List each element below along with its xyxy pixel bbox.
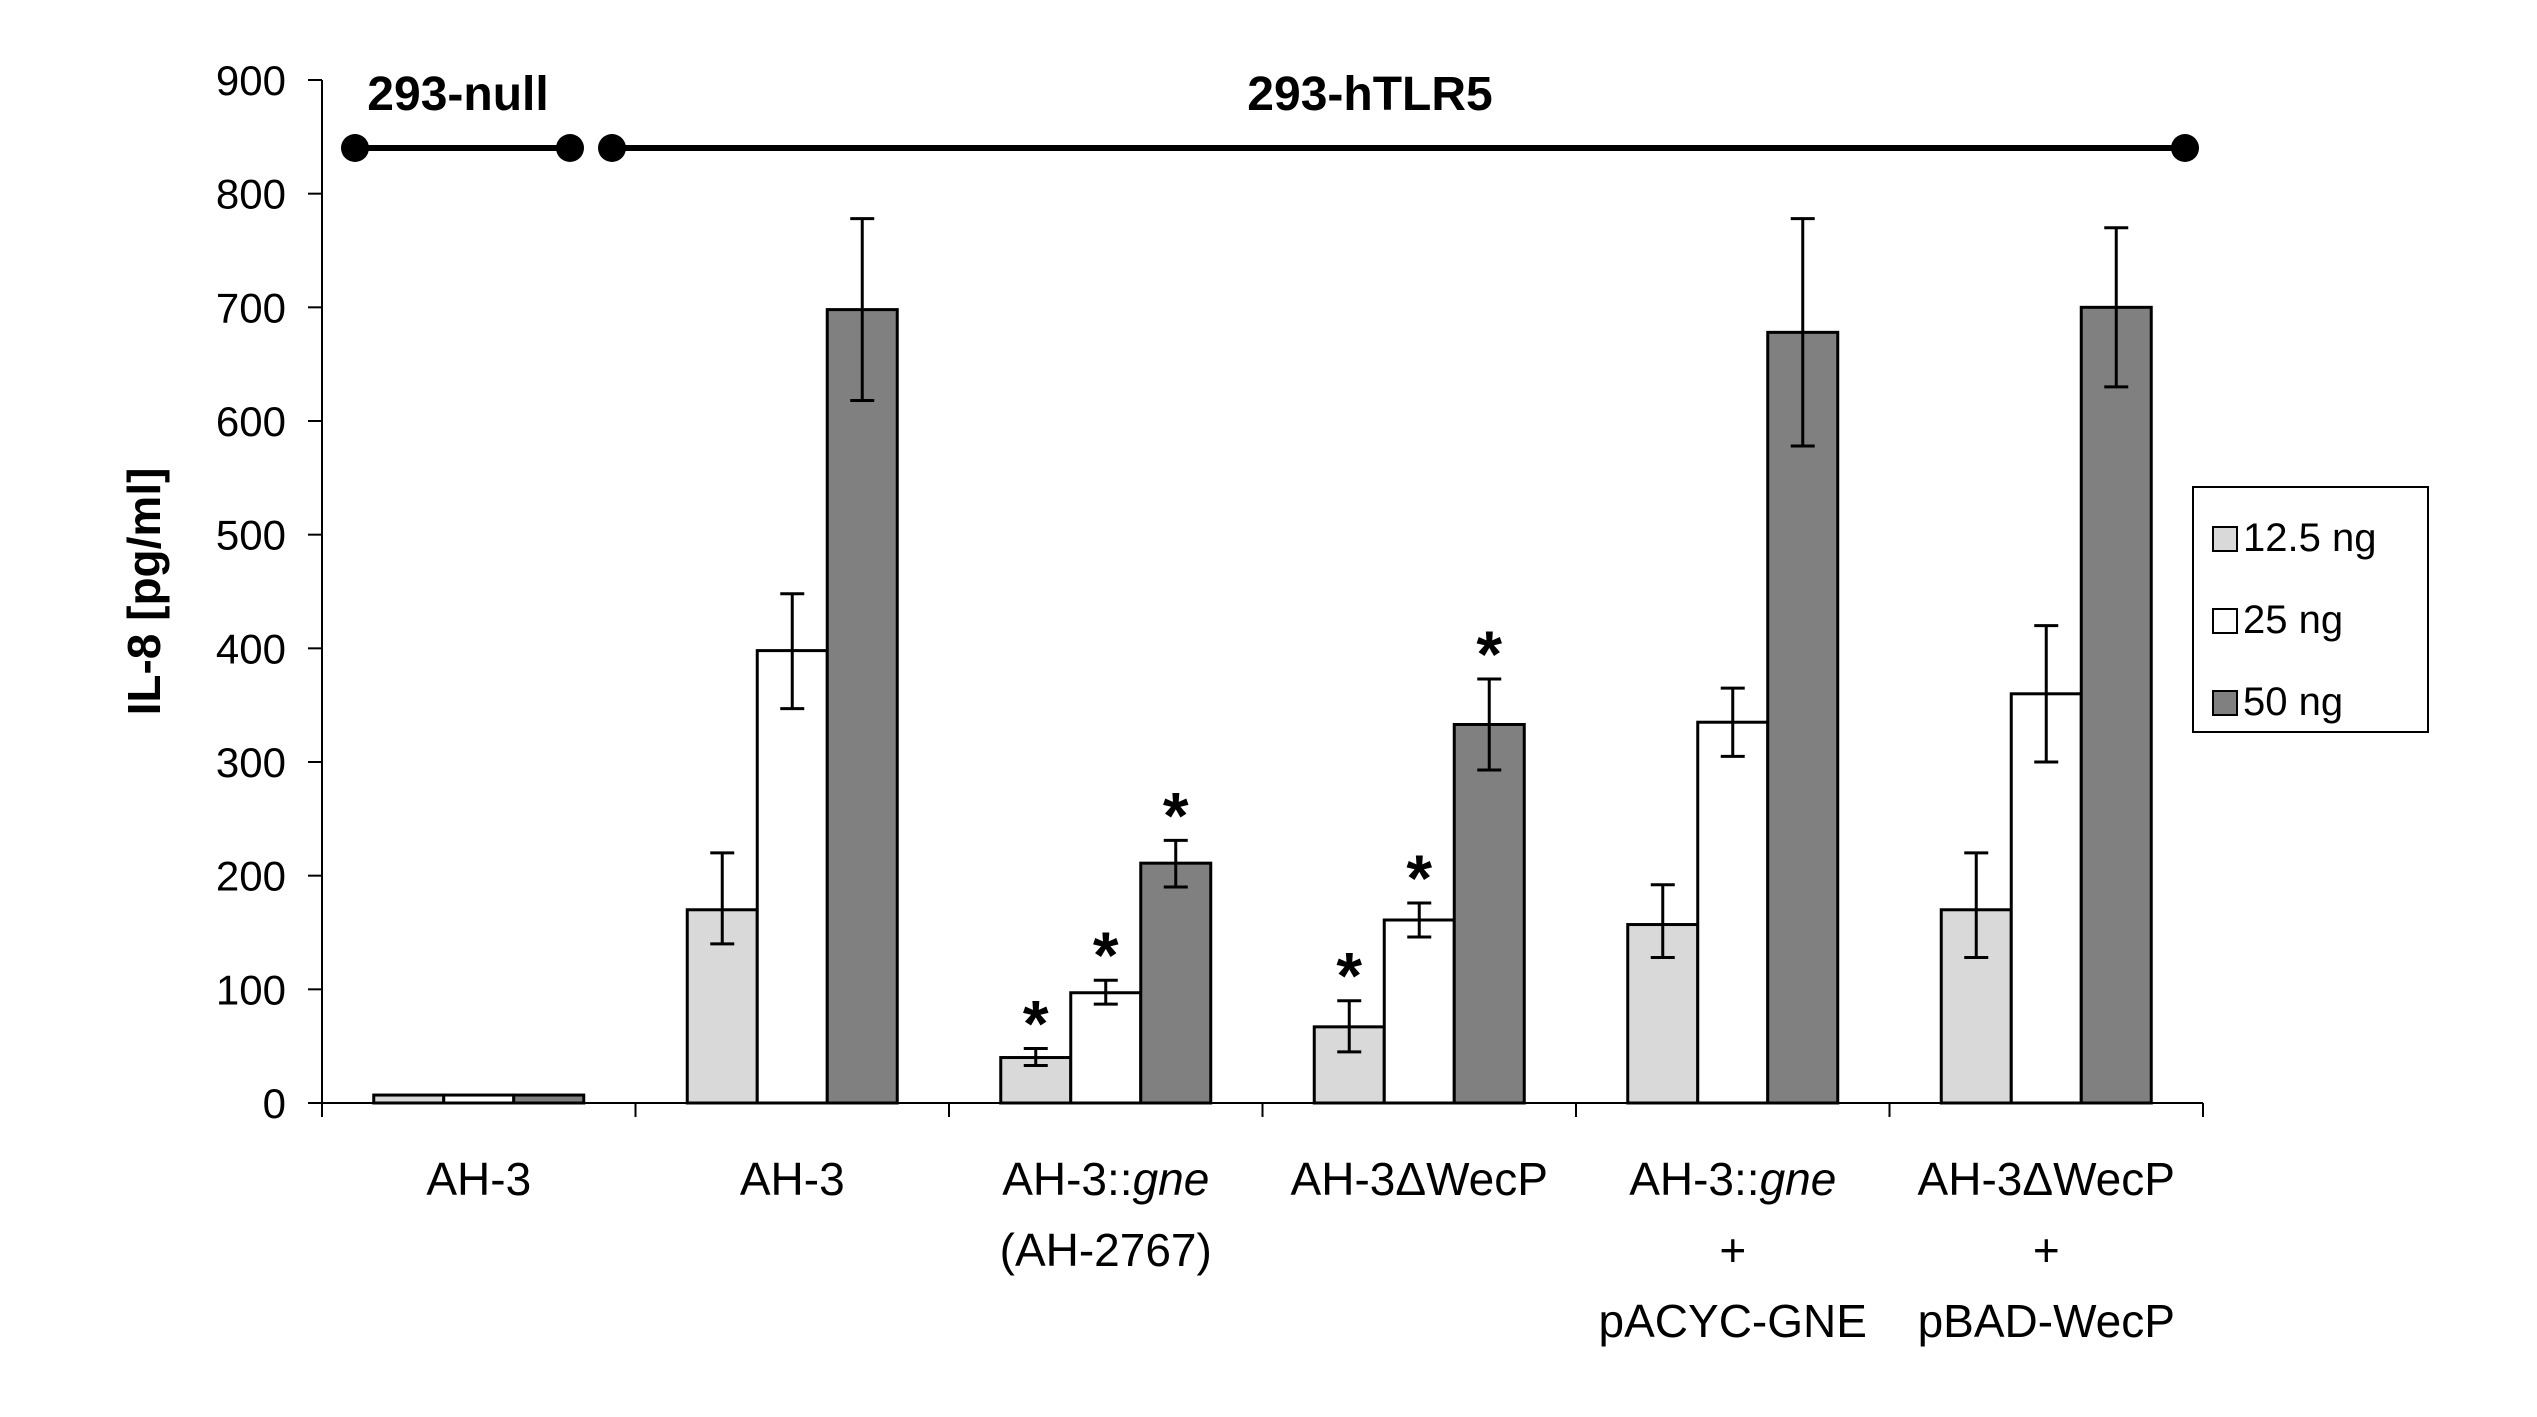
bar bbox=[442, 1093, 516, 1105]
significance-star: * bbox=[1163, 778, 1189, 852]
significance-star: * bbox=[1336, 939, 1362, 1013]
bar bbox=[512, 1093, 586, 1105]
group-bracket-label: 293-null bbox=[367, 68, 548, 121]
x-category-label: AH-3 bbox=[740, 1153, 845, 1205]
y-tick-label: 900 bbox=[216, 57, 286, 104]
x-category-label-part: + bbox=[1719, 1224, 1746, 1276]
group-bracket-end bbox=[2171, 134, 2199, 162]
x-category-label-part: (AH-2767) bbox=[1000, 1224, 1212, 1276]
significance-star: * bbox=[1093, 918, 1119, 992]
x-category-label: AH-3::gne bbox=[1002, 1153, 1209, 1205]
y-tick-label: 100 bbox=[216, 966, 286, 1013]
y-tick-label: 300 bbox=[216, 739, 286, 786]
y-tick-label: 400 bbox=[216, 625, 286, 672]
x-category-label-part: + bbox=[2033, 1224, 2060, 1276]
bar bbox=[1452, 722, 1526, 1105]
x-category-label-part: pACYC-GNE bbox=[1599, 1295, 1867, 1347]
y-tick-label: 200 bbox=[216, 853, 286, 900]
group-bracket-end bbox=[341, 134, 369, 162]
x-category-label: + bbox=[2033, 1224, 2060, 1276]
bar bbox=[1766, 330, 1840, 1105]
legend-label: 50 ng bbox=[2243, 680, 2343, 724]
bar bbox=[1139, 861, 1213, 1105]
group-bracket-end bbox=[598, 134, 626, 162]
y-tick-label: 0 bbox=[263, 1080, 286, 1127]
plot-area: 0 100 200 300 400 500 600 700 800 900 IL-8 [pg/ml]… bbox=[118, 57, 2429, 1347]
x-category-label-part: AH-3:: bbox=[1629, 1153, 1759, 1205]
x-category-label: + bbox=[1719, 1224, 1746, 1276]
legend-swatch bbox=[2212, 690, 2238, 716]
legend-label: 12.5 ng bbox=[2243, 516, 2376, 560]
y-tick-label: 800 bbox=[216, 171, 286, 218]
x-category-label: AH-3 bbox=[426, 1153, 531, 1205]
x-category-label: AH-3::gne bbox=[1629, 1153, 1836, 1205]
significance-star: * bbox=[1406, 841, 1432, 915]
bar bbox=[372, 1093, 446, 1105]
bar bbox=[1696, 720, 1770, 1105]
x-category-label-part: AH-3 bbox=[426, 1153, 531, 1205]
x-category-label: pBAD-WecP bbox=[1918, 1295, 2175, 1347]
legend-label: 25 ng bbox=[2243, 598, 2343, 642]
significance-star: * bbox=[1476, 617, 1502, 691]
group-bracket-end bbox=[556, 134, 584, 162]
x-category-label-part: gne bbox=[1760, 1153, 1837, 1205]
y-axis-title: IL-8 [pg/ml] bbox=[118, 468, 170, 716]
y-tick-label: 500 bbox=[216, 512, 286, 559]
x-category-label-part: gne bbox=[1133, 1153, 1210, 1205]
bar bbox=[755, 649, 829, 1105]
x-category-label: AH-3ΔWecP bbox=[1291, 1153, 1548, 1205]
x-category-label: pACYC-GNE bbox=[1599, 1295, 1867, 1347]
x-category-label: (AH-2767) bbox=[1000, 1224, 1212, 1276]
significance-star: * bbox=[1023, 986, 1049, 1060]
x-category-label-part: AH-3:: bbox=[1002, 1153, 1132, 1205]
bar bbox=[1069, 991, 1143, 1105]
y-tick-label: 700 bbox=[216, 284, 286, 331]
x-category-label: AH-3ΔWecP bbox=[1918, 1153, 2175, 1205]
x-category-label-part: AH-3ΔWecP bbox=[1918, 1153, 2175, 1205]
bar bbox=[2079, 305, 2153, 1105]
bar bbox=[825, 308, 899, 1105]
x-category-label-part: AH-3 bbox=[740, 1153, 845, 1205]
y-tick-label: 600 bbox=[216, 398, 286, 445]
group-bracket-label: 293-hTLR5 bbox=[1247, 68, 1492, 121]
x-category-label-part: AH-3ΔWecP bbox=[1291, 1153, 1548, 1205]
x-category-label-part: pBAD-WecP bbox=[1918, 1295, 2175, 1347]
legend-swatch bbox=[2212, 526, 2238, 552]
bar bbox=[1382, 918, 1456, 1105]
legend-swatch bbox=[2212, 608, 2238, 634]
